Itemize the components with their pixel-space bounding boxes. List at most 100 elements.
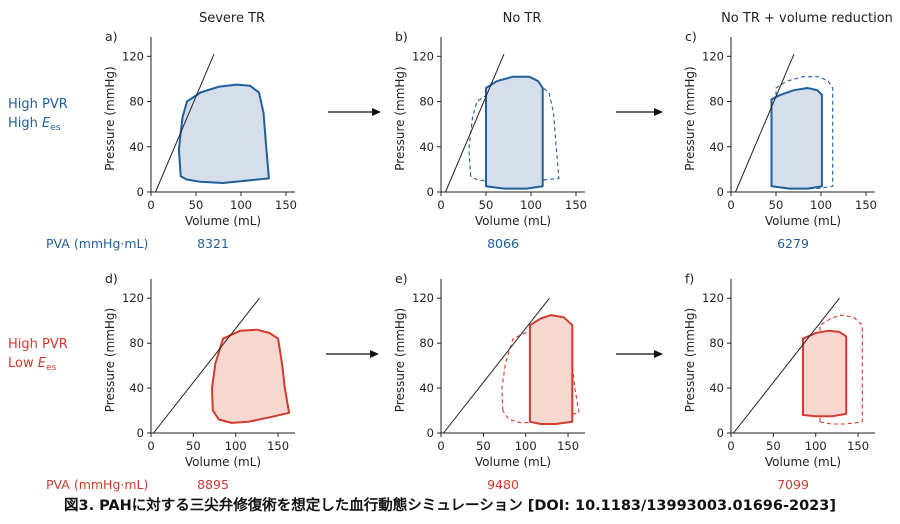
panel-e-xtick-label-100: 100 (515, 439, 537, 453)
panel-c-ees-line (735, 53, 795, 193)
panel-e-ytick-label-0: 0 (427, 426, 434, 440)
panel-f-xtick-label-50: 50 (766, 439, 781, 453)
panel-b-letter: b) (395, 29, 408, 44)
row-label-top-prefix: High (8, 116, 42, 131)
panel-c-pva-value: 6279 (777, 236, 809, 251)
panel-c: c) 0 40 80 120 0 50 100 150 Volume (mL) Pressure (… (683, 29, 877, 251)
panel-f-letter: f) (685, 271, 694, 286)
panel-f-ees-line (733, 297, 840, 434)
column-title-no-tr-volume-reduction: No TR + volume reduction (721, 11, 893, 26)
row-label-top-sub: es (50, 123, 61, 133)
panel-f-xlabel: Volume (mL) (765, 455, 841, 469)
row-label-bottom-line2: Low Ees (8, 356, 56, 373)
panel-f-pv-loop (802, 329, 848, 418)
panel-d-xtick-label-50: 50 (186, 439, 201, 453)
row-label-bottom-sub: es (46, 363, 57, 373)
panel-d-ylabel: Pressure (mmHg) (103, 308, 117, 412)
panel-c-letter: c) (685, 29, 697, 44)
row-label-bottom-e: E (38, 356, 47, 371)
row-label-top-e: E (42, 116, 51, 131)
arrow-2 (616, 108, 663, 116)
panel-c-ytick-label-40: 40 (709, 140, 724, 154)
panel-b-ytick-label-80: 80 (419, 95, 434, 109)
panel-e-xtick-label-50: 50 (476, 439, 491, 453)
panel-a-ytick-label-80: 80 (129, 95, 144, 109)
panel-e: e) 0 40 80 120 0 50 100 150 Volume (mL) Pressure (… (393, 271, 585, 492)
panel-c-ytick-label-120: 120 (702, 49, 724, 63)
panel-b-ytick-label-120: 120 (412, 49, 434, 63)
panel-d-pva-value: 8895 (197, 477, 229, 492)
panel-a-ees-line (155, 53, 215, 193)
arrow-4 (616, 350, 663, 358)
panel-f-pva-value: 7099 (777, 477, 809, 492)
panel-d-xlabel: Volume (mL) (185, 455, 261, 469)
panel-a-xtick-label-50: 50 (189, 198, 204, 212)
arrow-1 (328, 108, 381, 116)
panel-e-letter: e) (395, 271, 408, 286)
panel-d-xtick-label-150: 150 (267, 439, 289, 453)
panel-e-ytick-label-120: 120 (412, 291, 434, 305)
panel-e-xtick-label-150: 150 (557, 439, 579, 453)
panel-f-xtick-label-100: 100 (805, 439, 827, 453)
panel-f-ytick-label-0: 0 (717, 426, 724, 440)
panel-b-pv-loop (485, 75, 544, 190)
panel-b-ylabel: Pressure (mmHg) (393, 66, 407, 170)
panel-c-previous-loop (775, 76, 834, 190)
panel-d-ytick-label-40: 40 (129, 381, 144, 395)
panel-e-ees-line (443, 297, 550, 434)
panel-c-xtick-label-100: 100 (810, 198, 832, 212)
panel-b-xtick-label-0: 0 (437, 198, 444, 212)
panel-c-ylabel: Pressure (mmHg) (683, 66, 697, 170)
panel-d-pv-loop (211, 328, 291, 424)
panel-b-ytick-label-40: 40 (419, 140, 434, 154)
panel-d-ytick-label-80: 80 (129, 336, 144, 350)
panel-f-ytick-label-40: 40 (709, 381, 724, 395)
row-label-bottom-prefix: Low (8, 356, 38, 371)
panel-d-xtick-label-100: 100 (225, 439, 247, 453)
column-title-severe-tr: Severe TR (199, 11, 265, 26)
panel-a-ylabel: Pressure (mmHg) (103, 66, 117, 170)
panel-b-ees-line (445, 53, 505, 193)
panel-c-pv-loop (770, 87, 823, 190)
panel-a-pva-value: 8321 (197, 236, 229, 251)
panel-a-ytick-label-0: 0 (137, 185, 144, 199)
panel-a-letter: a) (105, 29, 118, 44)
panel-c-xlabel: Volume (mL) (765, 214, 841, 228)
panel-f: f) 0 40 80 120 0 50 100 150 Volume (mL) Pressure (… (683, 271, 875, 492)
panel-d-ees-line (153, 297, 260, 434)
panel-d-ytick-label-120: 120 (122, 291, 144, 305)
panel-b-previous-loop (468, 84, 560, 184)
pva-label-top: PVA (mmHg·mL) (46, 236, 148, 251)
panel-d-letter: d) (105, 271, 118, 286)
panel-d-ytick-label-0: 0 (137, 426, 144, 440)
panel-c-xtick-label-150: 150 (855, 198, 877, 212)
panel-f-xtick-label-0: 0 (727, 439, 734, 453)
row-label-bottom: High PVR Low Ees (8, 337, 68, 373)
panel-e-ylabel: Pressure (mmHg) (393, 308, 407, 412)
panel-a-xlabel: Volume (mL) (185, 214, 261, 228)
panel-a-xtick-label-150: 150 (275, 198, 297, 212)
panel-e-pv-loop (528, 314, 574, 425)
panel-b-pva-value: 8066 (487, 236, 519, 251)
panel-f-ylabel: Pressure (mmHg) (683, 308, 697, 412)
row-label-top-line1: High PVR (8, 97, 68, 112)
row-label-top-line2: High Ees (8, 116, 61, 133)
panel-c-xtick-label-0: 0 (727, 198, 734, 212)
panel-e-pva-value: 9480 (487, 477, 519, 492)
row-label-bottom-line1: High PVR (8, 337, 68, 352)
panel-f-ytick-label-120: 120 (702, 291, 724, 305)
panel-b-xtick-label-100: 100 (520, 198, 542, 212)
panel-a-pv-loop (177, 83, 270, 184)
panel-a: a) 0 40 80 120 0 50 100 150 Volume (mL) Pressure (… (103, 29, 297, 251)
row-label-top: High PVR High Ees (8, 97, 68, 133)
panel-b-xtick-label-150: 150 (565, 198, 587, 212)
panel-f-xtick-label-150: 150 (847, 439, 869, 453)
panel-e-xlabel: Volume (mL) (475, 455, 551, 469)
column-titles: Severe TR No TR No TR + volume reduction (199, 11, 893, 26)
panel-d: d) 0 40 80 120 0 50 100 150 Volume (mL) Pressure (… (103, 271, 295, 492)
panel-e-ytick-label-40: 40 (419, 381, 434, 395)
panel-b-xlabel: Volume (mL) (475, 214, 551, 228)
panel-d-xtick-label-0: 0 (147, 439, 154, 453)
panel-e-xtick-label-0: 0 (437, 439, 444, 453)
